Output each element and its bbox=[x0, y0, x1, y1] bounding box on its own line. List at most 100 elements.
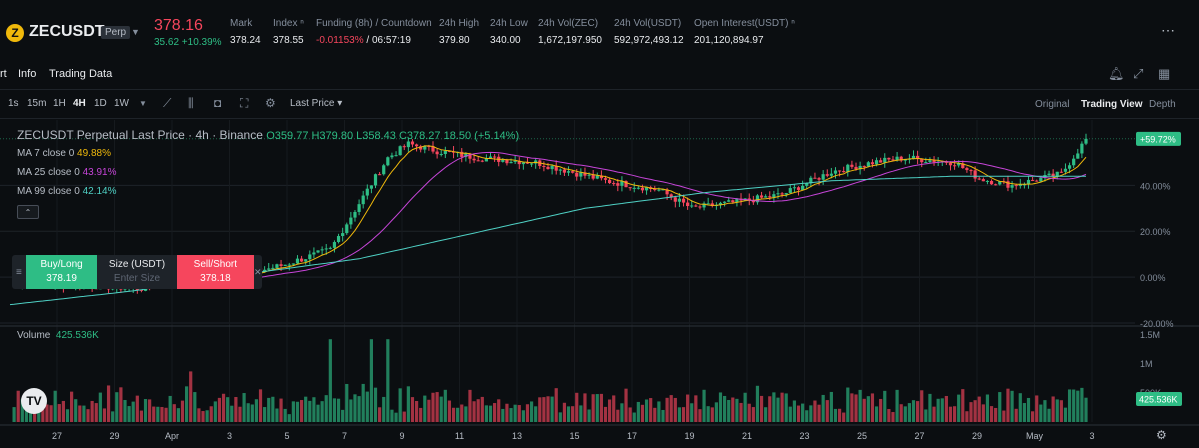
candle bbox=[554, 165, 558, 171]
current-volume-label: 425.536K bbox=[1139, 395, 1178, 405]
volume-axis-label: 1M bbox=[1140, 359, 1153, 369]
candle bbox=[916, 155, 920, 159]
interval-dropdown-icon[interactable]: ▼ bbox=[139, 99, 147, 108]
divider bbox=[0, 89, 1199, 90]
interval-15m[interactable]: 15m bbox=[27, 98, 47, 109]
ma7-legend[interactable]: MA 7 close 0 49.88% bbox=[17, 148, 111, 159]
drag-handle-icon[interactable]: ≡ bbox=[16, 266, 22, 278]
candle bbox=[431, 146, 435, 152]
volume-bar bbox=[20, 399, 24, 422]
price-type-select[interactable]: Last Price ▾ bbox=[290, 98, 343, 109]
volume-bar bbox=[86, 409, 90, 422]
candle bbox=[1072, 158, 1076, 166]
ma99-legend[interactable]: MA 99 close 0 42.14% bbox=[17, 186, 117, 197]
expand-icon[interactable]: ⤢ bbox=[1133, 66, 1144, 81]
tab-chart[interactable]: rt bbox=[0, 68, 7, 80]
buy-long-button[interactable]: Buy/Long 378.19 bbox=[25, 255, 98, 289]
volume-bar bbox=[928, 393, 932, 422]
candle bbox=[398, 146, 402, 156]
candle bbox=[669, 194, 673, 198]
candle bbox=[846, 164, 850, 173]
volume-bar bbox=[123, 400, 127, 422]
sell-short-button[interactable]: Sell/Short 378.18 bbox=[176, 255, 255, 289]
camera-icon[interactable]: ◘ bbox=[214, 96, 222, 110]
volume-bar bbox=[846, 387, 850, 422]
volume-bar bbox=[887, 409, 891, 422]
more-menu-icon[interactable]: ⋯ bbox=[1161, 22, 1176, 38]
stat-24h-vol-usdt: 24h Vol(USDT) 592,972,493.12 bbox=[614, 18, 684, 46]
stat-index[interactable]: Index ⁿ 378.55 bbox=[273, 18, 304, 46]
settings-icon[interactable]: ⚙ bbox=[265, 96, 276, 110]
candle bbox=[341, 233, 345, 237]
volume-bar bbox=[981, 404, 985, 422]
candle bbox=[1059, 171, 1063, 173]
candle bbox=[595, 175, 599, 179]
candle bbox=[513, 160, 517, 162]
volume-bar bbox=[386, 339, 390, 422]
x-axis-label: 27 bbox=[52, 431, 62, 441]
candle bbox=[887, 157, 891, 160]
view-original[interactable]: Original bbox=[1035, 99, 1070, 110]
volume-legend: Volume 425.536K bbox=[17, 330, 99, 341]
volume-bar bbox=[1084, 397, 1088, 422]
volume-bar bbox=[673, 397, 677, 422]
candle bbox=[464, 153, 468, 157]
candle bbox=[583, 172, 587, 176]
volume-bar bbox=[468, 389, 472, 422]
candle bbox=[419, 146, 423, 150]
close-icon[interactable]: ✕ bbox=[254, 266, 262, 277]
chart-settings-icon[interactable]: ⚙ bbox=[1156, 428, 1167, 442]
candle bbox=[616, 183, 620, 186]
view-depth[interactable]: Depth bbox=[1149, 99, 1176, 110]
candle bbox=[308, 254, 312, 260]
interval-1h[interactable]: 1H bbox=[53, 98, 66, 109]
volume-bar bbox=[583, 393, 587, 422]
candle bbox=[287, 264, 291, 266]
candle bbox=[394, 155, 398, 157]
candle bbox=[833, 170, 838, 174]
interval-4h[interactable]: 4H bbox=[73, 98, 86, 109]
symbol-name[interactable]: ZECUSDT bbox=[29, 23, 105, 40]
y-axis-label: 0.00% bbox=[1140, 273, 1166, 283]
candle bbox=[644, 187, 649, 191]
volume-bar bbox=[135, 395, 139, 422]
volume-bar bbox=[456, 407, 460, 422]
candle bbox=[1031, 179, 1035, 181]
view-trading-view[interactable]: Trading View bbox=[1081, 99, 1143, 110]
x-axis-label: 19 bbox=[684, 431, 694, 441]
interval-1w[interactable]: 1W bbox=[114, 98, 129, 109]
volume-bar bbox=[903, 406, 907, 422]
interval-1s[interactable]: 1s bbox=[8, 98, 19, 109]
alert-bell-icon[interactable]: 🔔︎ bbox=[1108, 66, 1125, 81]
candle bbox=[948, 162, 953, 166]
ma25-legend[interactable]: MA 25 close 0 43.91% bbox=[17, 167, 117, 178]
volume-bar bbox=[813, 400, 817, 422]
candle bbox=[973, 170, 977, 179]
candle bbox=[386, 157, 390, 166]
candle bbox=[279, 264, 283, 266]
candle bbox=[1014, 185, 1018, 187]
candle bbox=[612, 183, 616, 185]
volume-bar bbox=[1055, 399, 1059, 422]
chevron-down-icon[interactable]: ▼ bbox=[131, 27, 140, 37]
volume-bar bbox=[472, 401, 476, 422]
size-input[interactable]: Size (USDT) Enter Size bbox=[108, 259, 166, 284]
stat-open-interest[interactable]: Open Interest(USDT) ⁿ 201,120,894.97 bbox=[694, 18, 795, 46]
tradingview-logo[interactable]: TV bbox=[21, 388, 47, 414]
volume-bar bbox=[304, 396, 308, 422]
layout-grid-icon[interactable]: ▦ bbox=[1158, 66, 1171, 81]
candle bbox=[1010, 185, 1014, 188]
candle-type-icon[interactable]: ⫼ bbox=[188, 96, 194, 110]
candle bbox=[427, 145, 431, 147]
volume-bar bbox=[98, 392, 102, 422]
fullscreen-icon[interactable]: ⛶ bbox=[240, 96, 249, 110]
volume-bar bbox=[201, 411, 205, 422]
tab-trading-data[interactable]: Trading Data bbox=[49, 68, 113, 80]
indicator-chart-icon[interactable]: ⟋ bbox=[163, 96, 172, 110]
volume-bar bbox=[291, 401, 295, 422]
collapse-legend-button[interactable]: ⌃ bbox=[17, 205, 39, 219]
price-chart[interactable]: 40.00%20.00%0.00%-20.00%+59.72%1.5M1M500… bbox=[0, 120, 1199, 448]
volume-bar bbox=[608, 399, 612, 422]
interval-1d[interactable]: 1D bbox=[94, 98, 107, 109]
tab-info[interactable]: Info bbox=[18, 68, 37, 80]
